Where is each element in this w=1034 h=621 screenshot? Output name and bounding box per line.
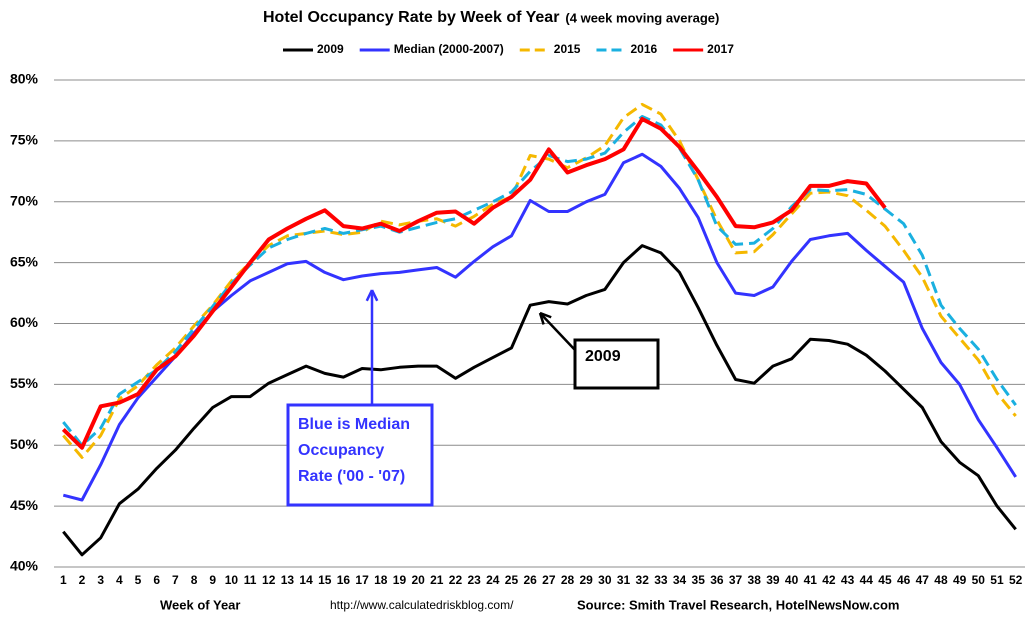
legend-label: 2017 <box>707 42 734 56</box>
y-tick-label: 55% <box>10 375 39 391</box>
x-tick-label: 36 <box>710 573 724 587</box>
x-tick-label: 31 <box>617 573 631 587</box>
series-line <box>61 117 887 450</box>
x-tick-label: 30 <box>598 573 612 587</box>
annotation-text: 2009 <box>585 348 621 365</box>
url: http://www.calculatedriskblog.com/ <box>330 598 514 612</box>
x-tick-label: 14 <box>299 573 313 587</box>
y-tick-label: 40% <box>10 558 39 574</box>
x-tick-label: 18 <box>374 573 388 587</box>
x-tick-label: 51 <box>990 573 1004 587</box>
legend-label: 2009 <box>317 42 344 56</box>
legend-label: 2016 <box>630 42 657 56</box>
x-tick-label: 3 <box>97 573 104 587</box>
y-tick-label: 65% <box>10 253 39 269</box>
x-tick-label: 39 <box>766 573 780 587</box>
x-tick-label: 20 <box>411 573 425 587</box>
x-tick-label: 19 <box>393 573 407 587</box>
x-tick-label: 28 <box>561 573 575 587</box>
x-tick-label: 46 <box>897 573 911 587</box>
x-tick-label: 45 <box>878 573 892 587</box>
x-tick-label: 10 <box>225 573 239 587</box>
x-tick-label: 47 <box>916 573 930 587</box>
x-tick-label: 17 <box>355 573 369 587</box>
annotation-text: Blue is Median <box>298 416 410 433</box>
x-tick-label: 8 <box>191 573 198 587</box>
x-tick-label: 26 <box>523 573 537 587</box>
x-tick-label: 33 <box>654 573 668 587</box>
x-tick-label: 27 <box>542 573 556 587</box>
x-tick-label: 50 <box>972 573 986 587</box>
x-tick-label: 42 <box>822 573 836 587</box>
y-tick-label: 80% <box>10 71 39 87</box>
x-tick-label: 41 <box>804 573 818 587</box>
y-tick-label: 45% <box>10 497 39 513</box>
annotation-box <box>573 338 660 390</box>
legend-label: Median (2000-2007) <box>394 42 504 56</box>
x-tick-label: 44 <box>860 573 874 587</box>
y-tick-label: 60% <box>10 314 39 330</box>
x-tick-label: 7 <box>172 573 179 587</box>
series-line <box>62 152 1017 502</box>
x-tick-label: 21 <box>430 573 444 587</box>
x-tick-label: 37 <box>729 573 743 587</box>
x-tick-label: 29 <box>580 573 594 587</box>
series-line <box>62 244 1017 557</box>
source: Source: Smith Travel Research, HotelNews… <box>577 597 899 612</box>
annotation-arrowhead <box>365 289 379 302</box>
x-tick-label: 43 <box>841 573 855 587</box>
annotation-box <box>286 403 434 507</box>
x-tick-label: 40 <box>785 573 799 587</box>
x-tick-label: 6 <box>153 573 160 587</box>
x-tick-label: 22 <box>449 573 463 587</box>
annotation-arrowhead <box>538 311 552 325</box>
annotation-text: Occupancy <box>298 442 384 459</box>
chart-title: Hotel Occupancy Rate by Week of Year <box>263 9 559 26</box>
x-tick-label: 32 <box>636 573 650 587</box>
x-tick-label: 2 <box>79 573 86 587</box>
x-tick-label: 35 <box>692 573 706 587</box>
x-tick-label: 13 <box>281 573 295 587</box>
x-tick-label: 15 <box>318 573 332 587</box>
y-tick-label: 70% <box>10 192 39 208</box>
x-tick-label: 34 <box>673 573 687 587</box>
x-tick-label: 9 <box>209 573 216 587</box>
y-tick-label: 50% <box>10 436 39 452</box>
x-tick-label: 4 <box>116 573 123 587</box>
x-tick-label: 49 <box>953 573 967 587</box>
x-tick-label: 24 <box>486 573 500 587</box>
legend-label: 2015 <box>554 42 581 56</box>
x-tick-label: 12 <box>262 573 276 587</box>
chart-subtitle: (4 week moving average) <box>565 10 719 25</box>
y-tick-label: 75% <box>10 132 39 148</box>
x-axis-label: Week of Year <box>160 597 240 612</box>
x-tick-label: 23 <box>467 573 481 587</box>
x-tick-label: 38 <box>748 573 762 587</box>
x-tick-label: 5 <box>135 573 142 587</box>
x-tick-label: 11 <box>244 573 257 587</box>
annotation-text: Rate ('00 - '07) <box>298 468 405 485</box>
x-tick-label: 48 <box>934 573 948 587</box>
x-tick-label: 52 <box>1009 573 1023 587</box>
x-tick-label: 16 <box>337 573 351 587</box>
series-line <box>62 102 1017 459</box>
annotation-arrow <box>539 312 576 351</box>
x-tick-label: 25 <box>505 573 519 587</box>
x-tick-label: 1 <box>60 573 67 587</box>
